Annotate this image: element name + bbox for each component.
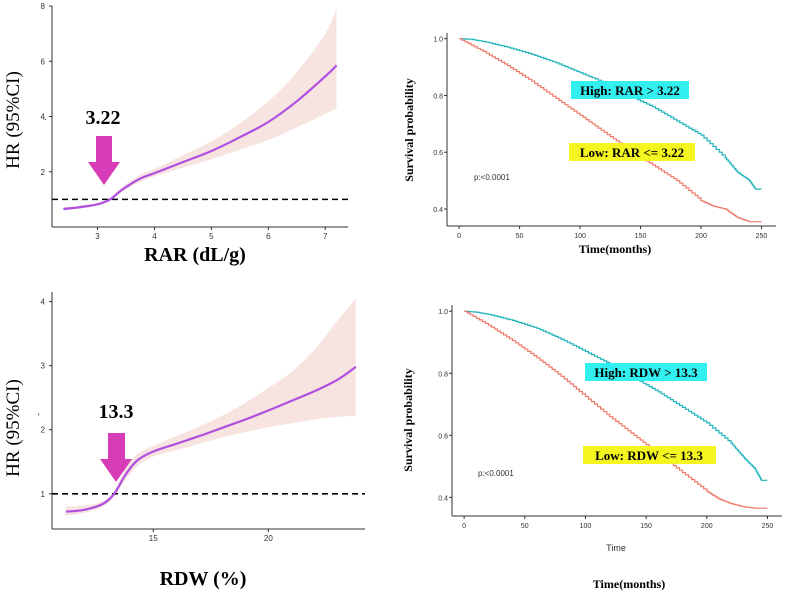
km-rdw-x-axis-title: Time(months) — [593, 577, 665, 591]
panel-km-rar: 0 50 100 150 200 250 0.4 0.6 0.8 1.0 High: RAR > … — [402, 33, 776, 256]
rdw-threshold-label: 13.3 — [99, 401, 134, 423]
km-rdw-low-legend: Low: RDW <= 13.3 — [595, 448, 703, 463]
km-rdw-y-axis-title: Survival probability — [401, 368, 415, 471]
y-tick-label: 0.8 — [438, 371, 448, 378]
km-rar-low-legend-box — [569, 143, 695, 161]
km-rar-y-axis-title: Survival probability — [402, 78, 416, 181]
rar-threshold-label: 3.22 — [86, 107, 121, 129]
x-tick-label: 250 — [756, 233, 768, 240]
rdw-threshold-arrow — [100, 433, 132, 482]
km-rar-high-legend-box — [571, 81, 689, 99]
rdw-confidence-band — [65, 298, 356, 516]
x-tick-label: 200 — [695, 233, 707, 240]
y-tick-label: 1.0 — [433, 37, 443, 44]
y-tick-label: 0.6 — [438, 433, 448, 440]
x-tick-label: 50 — [516, 233, 524, 240]
rdw-x-axis-title: RDW (%) — [160, 568, 247, 590]
km-rar-low-curve — [459, 38, 762, 223]
y-tick-label: 2 — [41, 168, 46, 177]
rdw-ticks: 15 20 1 2 3 4 — [41, 298, 274, 543]
x-tick-label: 150 — [640, 523, 652, 530]
km-rdw-low-legend-box — [583, 446, 716, 464]
km-rar-ticks: 0 50 100 150 200 250 0.4 0.6 0.8 1.0 — [433, 37, 767, 240]
y-tick-label: 4 — [41, 113, 46, 122]
y-tick-label: 0.4 — [438, 495, 448, 502]
km-rdw-ticks: 0 50 100 150 200 250 0.4 0.6 0.8 1.0 — [438, 309, 773, 530]
rar-y-tick-fragment: . — [44, 112, 46, 122]
y-tick-label: 2 — [41, 426, 46, 435]
y-tick-label: 0.8 — [433, 93, 443, 100]
x-tick-label: 0 — [462, 523, 466, 530]
x-tick-label: 100 — [574, 233, 586, 240]
rar-ticks: 3 4 5 6 7 2 4 6 8 — [41, 2, 328, 241]
x-tick-label: 4 — [152, 232, 157, 241]
x-tick-label: 7 — [323, 232, 328, 241]
km-rar-high-curve — [459, 38, 762, 190]
km-rar-x-axis-title: Time(months) — [579, 242, 651, 256]
km-rar-high-legend: High: RAR > 3.22 — [580, 83, 680, 98]
y-tick-label: 6 — [41, 57, 46, 66]
km-rdw-pvalue: p:<0.0001 — [478, 469, 514, 478]
rar-threshold-arrow — [88, 136, 120, 185]
rar-x-axis-title: RAR (dL/g) — [144, 244, 246, 266]
km-rar-low-legend: Low: RAR <= 3.22 — [580, 145, 684, 160]
y-tick-label: 1.0 — [438, 309, 448, 316]
x-tick-label: 50 — [521, 523, 529, 530]
x-tick-label: 150 — [635, 233, 647, 240]
y-tick-label: 0.4 — [433, 207, 443, 214]
km-rdw-high-legend: High: RDW > 13.3 — [594, 365, 698, 380]
panel-rcs-rar: 3 4 5 6 7 2 4 6 8 3.22 HR (95%CI) . RAR (dL/g) — [3, 2, 348, 266]
y-tick-label: 4 — [41, 298, 46, 307]
x-tick-label: 20 — [264, 534, 273, 543]
x-tick-label: 15 — [149, 534, 158, 543]
rar-hr-curve — [63, 64, 338, 211]
rar-y-axis-title: HR (95%CI) — [3, 71, 24, 169]
y-tick-label: 3 — [41, 362, 46, 371]
rdw-y-tick-fragment: ' — [38, 412, 40, 422]
x-tick-label: 5 — [209, 232, 214, 241]
rar-confidence-band — [63, 8, 337, 211]
x-tick-label: 250 — [762, 523, 774, 530]
y-tick-label: 0.6 — [433, 150, 443, 157]
x-tick-label: 100 — [580, 523, 592, 530]
y-tick-label: 1 — [41, 490, 46, 499]
y-tick-label: 8 — [41, 2, 46, 11]
x-tick-label: 0 — [457, 233, 461, 240]
x-tick-label: 200 — [701, 523, 713, 530]
panel-rcs-rdw: 15 20 1 2 3 4 13.3 HR (95%CI) ' RDW (%) — [3, 292, 365, 590]
km-rar-pvalue: p:<0.0001 — [474, 173, 510, 182]
panel-km-rdw: 0 50 100 150 200 250 0.4 0.6 0.8 1.0 High: RDW > … — [401, 305, 782, 591]
x-tick-label: 3 — [95, 232, 100, 241]
km-rdw-low-curve — [464, 310, 768, 509]
x-tick-label: 6 — [266, 232, 271, 241]
km-rdw-high-legend-box — [585, 363, 707, 381]
rdw-hr-curve — [65, 366, 357, 513]
km-rdw-axis-caption: Time — [606, 543, 626, 553]
rdw-y-axis-title: HR (95%CI) — [3, 379, 24, 477]
